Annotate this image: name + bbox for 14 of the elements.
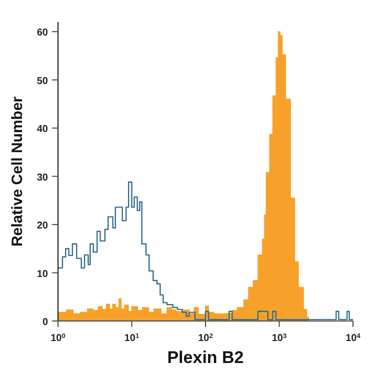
y-tick-label: 40 (36, 124, 48, 136)
y-tick-label: 50 (36, 76, 48, 87)
x-tick-label: 10$^{4}$ (346, 332, 361, 344)
x-tick-label: 10$^{1}$ (124, 332, 140, 344)
y-tick-label: 30 (36, 172, 48, 184)
y-tick-label: 60 (36, 28, 48, 39)
y-tick-label: 20 (36, 220, 48, 232)
y-axis-title: Relative Cell Number (9, 96, 26, 247)
x-tick-label: 10$^{2}$ (198, 332, 214, 344)
x-tick-label: 10$^{3}$ (272, 332, 287, 344)
x-tick-label: 10$^{0}$ (50, 332, 66, 344)
y-tick-label: 0 (42, 317, 48, 328)
x-axis-title: Plexin B2 (167, 348, 244, 367)
y-tick-label: 10 (36, 268, 48, 280)
